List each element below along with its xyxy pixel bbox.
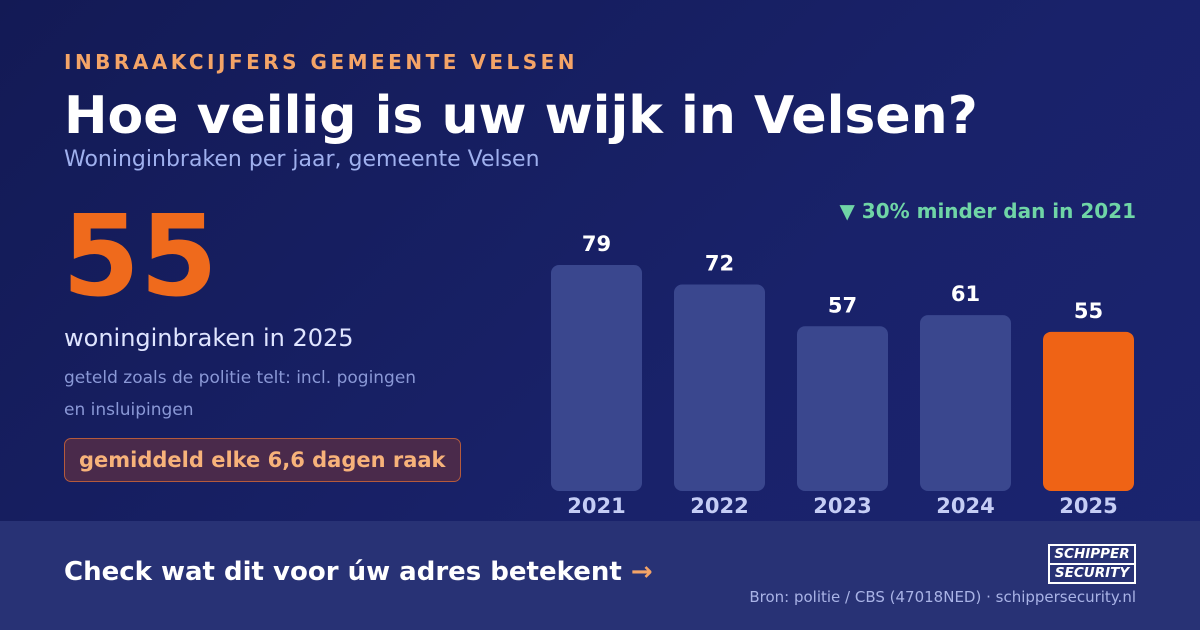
- data-label-2024: 61: [951, 282, 980, 306]
- brand-logo: SCHIPPER SECURITY: [1048, 544, 1136, 584]
- data-label-2022: 72: [705, 251, 734, 275]
- x-tick-2022: 2022: [690, 494, 748, 518]
- bar-2023: [797, 326, 888, 491]
- page-subtitle: Woninginbraken per jaar, gemeente Velsen: [64, 147, 540, 172]
- bar-2022: [674, 284, 765, 491]
- count-note: geteld zoals de politie telt: incl. pogi…: [64, 368, 417, 420]
- data-label-2021: 79: [582, 232, 611, 256]
- x-tick-2025: 2025: [1059, 494, 1117, 518]
- highlight-caption: woninginbraken in 2025: [64, 324, 354, 352]
- highlight-value: 55: [62, 192, 218, 322]
- x-tick-2021: 2021: [567, 494, 625, 518]
- change-label: ▼ 30% minder dan in 2021: [839, 199, 1136, 223]
- footer-band: [0, 521, 1200, 630]
- cta-link[interactable]: Check wat dit voor úw adres betekent →: [64, 557, 653, 587]
- logo-text-top: SCHIPPER: [1054, 546, 1130, 562]
- x-tick-2023: 2023: [813, 494, 871, 518]
- cta-label: Check wat dit voor úw adres betekent: [64, 557, 622, 587]
- x-tick-2024: 2024: [936, 494, 994, 518]
- logo-text-bottom: SECURITY: [1050, 563, 1134, 582]
- bar-2025: [1043, 331, 1134, 491]
- bar-2021: [551, 265, 642, 491]
- source-note: Bron: politie / CBS (47018NED) · schippe…: [749, 588, 1136, 606]
- data-label-2023: 57: [828, 293, 857, 317]
- frequency-pill: gemiddeld elke 6,6 dagen raak: [64, 438, 461, 482]
- data-label-2025: 55: [1074, 299, 1103, 323]
- bar-chart: 79 2021 72 2022 57 2023 61 2024 55 2025: [551, 232, 1134, 518]
- bar-2024: [920, 315, 1011, 491]
- kicker: INBRAAKCIJFERS GEMEENTE VELSEN: [64, 50, 579, 74]
- page-title: Hoe veilig is uw wijk in Velsen?: [64, 86, 978, 146]
- arrow-right-icon: →: [630, 557, 653, 587]
